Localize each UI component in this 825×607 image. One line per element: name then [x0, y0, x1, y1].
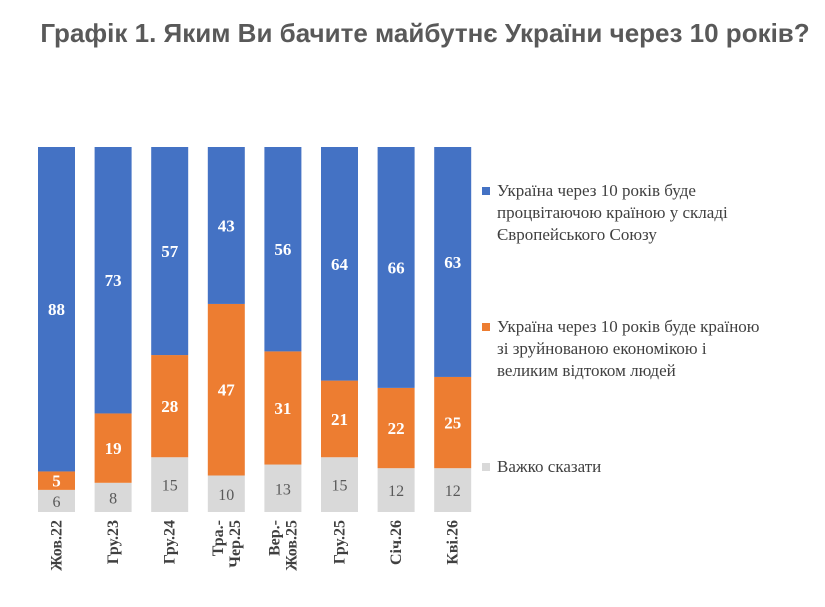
category-tick-label: Тра.- Чер.25 [210, 520, 244, 568]
bar-segment [38, 147, 75, 472]
bar-segment [377, 387, 415, 469]
bar-segment [207, 303, 245, 476]
bar-segment [321, 147, 358, 381]
data-label: 73 [105, 271, 122, 290]
bar-segment [264, 464, 302, 512]
data-label: 25 [444, 414, 461, 433]
data-label: 43 [218, 216, 235, 235]
chart-title: Графік 1. Яким Ви бачите майбутнє Україн… [40, 18, 810, 48]
legend-entry: Україна через 10 років буде [497, 181, 696, 200]
legend-entry: процвітаючою країною у складі [497, 203, 728, 222]
legend-entry: Європейського Союзу [497, 225, 657, 244]
category-label-line: Чер.25 [227, 520, 244, 568]
legend-entry: Україна через 10 років буде країною [497, 317, 760, 336]
data-label: 10 [218, 487, 234, 504]
category-tick-label: Вер.- Жов.25 [266, 520, 300, 571]
data-label: 56 [274, 240, 291, 259]
data-label: 12 [445, 483, 461, 500]
bar-segment [434, 147, 472, 377]
data-label: 8 [109, 490, 117, 507]
bar-segment [434, 468, 472, 512]
bar-segment [94, 147, 132, 414]
category-label-line: Вер.- [266, 520, 283, 556]
bar-segment [321, 457, 358, 512]
category-tick-label: Гру.25 [332, 520, 349, 564]
legend-marker [482, 187, 490, 195]
category-label-line: Тра.- [210, 520, 227, 556]
bar-segment [94, 413, 132, 483]
data-label: 64 [331, 255, 349, 274]
bar-segment [377, 147, 415, 388]
category-tick-label: Кві.26 [445, 520, 462, 565]
bar-segment [151, 457, 189, 512]
data-label: 66 [388, 258, 405, 277]
bar-segment [94, 482, 132, 512]
data-label: 6 [53, 494, 61, 511]
data-label: 31 [274, 399, 291, 418]
data-label: 88 [48, 300, 65, 319]
data-label: 15 [162, 478, 178, 495]
bar-segment [321, 380, 358, 458]
data-label: 15 [332, 478, 348, 495]
bar-segment [151, 355, 189, 458]
bar-segment [264, 351, 302, 465]
bar-segment [207, 475, 245, 512]
data-label: 12 [388, 483, 404, 500]
category-tick-label: Гру.23 [105, 520, 122, 564]
data-label: 22 [388, 419, 405, 438]
bar-segment [434, 376, 472, 469]
category-label-line: Гру.24 [162, 520, 179, 564]
legend-entry: великим відтоком людей [497, 361, 676, 380]
data-label: 13 [275, 481, 291, 498]
bar-segment [38, 489, 75, 512]
data-label: 5 [52, 472, 61, 491]
category-label-line: Січ.26 [388, 520, 405, 565]
data-label: 57 [161, 242, 179, 261]
legend-entry: Важко сказати [497, 457, 601, 476]
data-label: 19 [105, 439, 122, 458]
data-label: 63 [444, 253, 461, 272]
legend-entry: зі зруйнованою економікою і [497, 339, 707, 358]
category-label-line: Жов.25 [283, 520, 300, 571]
legend-marker [482, 463, 490, 471]
category-tick-label: Жов.22 [49, 520, 66, 571]
data-label: 21 [331, 410, 348, 429]
category-tick-label: Гру.24 [162, 520, 179, 564]
category-label-line: Гру.25 [332, 520, 349, 564]
bar-segment [207, 147, 245, 304]
data-label: 47 [218, 381, 236, 400]
category-label-line: Гру.23 [105, 520, 122, 564]
legend-marker [482, 323, 490, 331]
bar-segment [151, 147, 189, 356]
bar-segment [377, 468, 415, 512]
bar-segment [38, 471, 75, 490]
category-tick-label: Січ.26 [388, 520, 405, 565]
data-label: 28 [161, 397, 178, 416]
category-label-line: Кві.26 [445, 520, 462, 565]
bar-segment [264, 147, 302, 352]
category-label-line: Жов.22 [49, 520, 66, 571]
